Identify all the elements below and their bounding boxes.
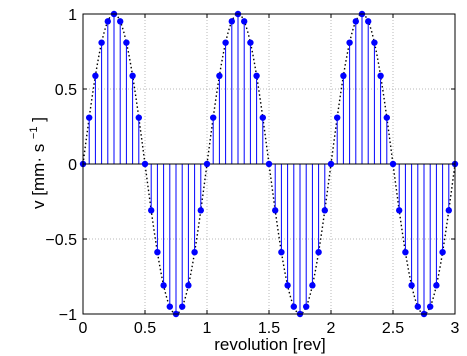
data-point: [284, 282, 291, 289]
data-point: [346, 39, 353, 46]
data-point: [222, 39, 229, 46]
data-point: [334, 114, 341, 121]
x-tick-label: 1.5: [258, 320, 280, 337]
data-point: [179, 303, 186, 310]
x-tick-label: 0.5: [134, 320, 156, 337]
data-point: [123, 39, 130, 46]
y-axis-label-superscript: −1: [28, 127, 40, 140]
data-point: [402, 249, 409, 256]
data-point: [315, 249, 322, 256]
data-point: [321, 207, 328, 214]
y-axis-label-end: ]: [29, 117, 48, 122]
data-point: [389, 160, 397, 168]
y-tick-label: −0.5: [45, 232, 77, 249]
data-point: [433, 282, 440, 289]
x-tick-label: 3: [451, 320, 460, 337]
data-point: [352, 18, 359, 25]
data-point: [141, 160, 149, 168]
data-point: [86, 114, 93, 121]
data-point: [272, 207, 279, 214]
data-point: [396, 207, 403, 214]
data-point: [247, 39, 254, 46]
x-tick-label: 0: [79, 320, 88, 337]
data-point: [371, 39, 378, 46]
data-point: [383, 114, 390, 121]
data-point: [117, 18, 124, 25]
y-tick-label: 0: [68, 157, 77, 174]
data-point: [340, 72, 347, 80]
data-point: [290, 303, 297, 310]
data-point: [228, 18, 235, 25]
data-point: [160, 282, 167, 289]
data-point: [98, 39, 105, 46]
data-point: [303, 303, 310, 310]
x-axis-label: revolution [rev]: [214, 335, 326, 354]
axes: [82, 13, 456, 315]
data-point: [92, 72, 99, 80]
y-tick-label: 1: [68, 7, 77, 24]
data-point: [154, 249, 161, 256]
data-point: [210, 114, 217, 121]
data-point: [327, 160, 335, 168]
data-point: [427, 303, 434, 310]
data-point: [197, 207, 204, 214]
x-tick-label: 1: [203, 320, 212, 337]
data-point: [129, 72, 136, 80]
data-point: [185, 282, 192, 289]
y-tick-label: −1: [59, 307, 77, 324]
data-point: [203, 160, 211, 168]
data-point: [253, 72, 260, 80]
data-point: [148, 207, 155, 214]
data-point: [259, 114, 266, 121]
data-point: [377, 72, 384, 80]
data-point: [445, 207, 452, 214]
data-point: [216, 72, 223, 80]
stem-series: [79, 10, 459, 318]
y-axis-label: v [mm· s −1 ]: [22, 117, 48, 209]
y-axis-label-main: v [mm· s: [29, 144, 48, 209]
data-point: [265, 160, 273, 168]
x-tick-label: 2.5: [382, 320, 404, 337]
data-point: [191, 249, 198, 256]
data-point: [414, 303, 421, 310]
y-tick-label: 0.5: [55, 82, 77, 99]
x-tick-label: 2: [327, 320, 336, 337]
data-point: [104, 18, 112, 25]
data-point: [309, 282, 316, 289]
data-point: [365, 18, 372, 25]
data-point: [135, 114, 142, 121]
data-point: [408, 282, 415, 289]
data-point: [166, 303, 173, 310]
data-point: [241, 18, 248, 25]
tick-labels: 0 0.5 1 1.5 2 2.5 3 −1 −0.5 0 0.5 1: [45, 7, 459, 337]
data-point: [278, 249, 285, 256]
data-point: [439, 249, 446, 256]
